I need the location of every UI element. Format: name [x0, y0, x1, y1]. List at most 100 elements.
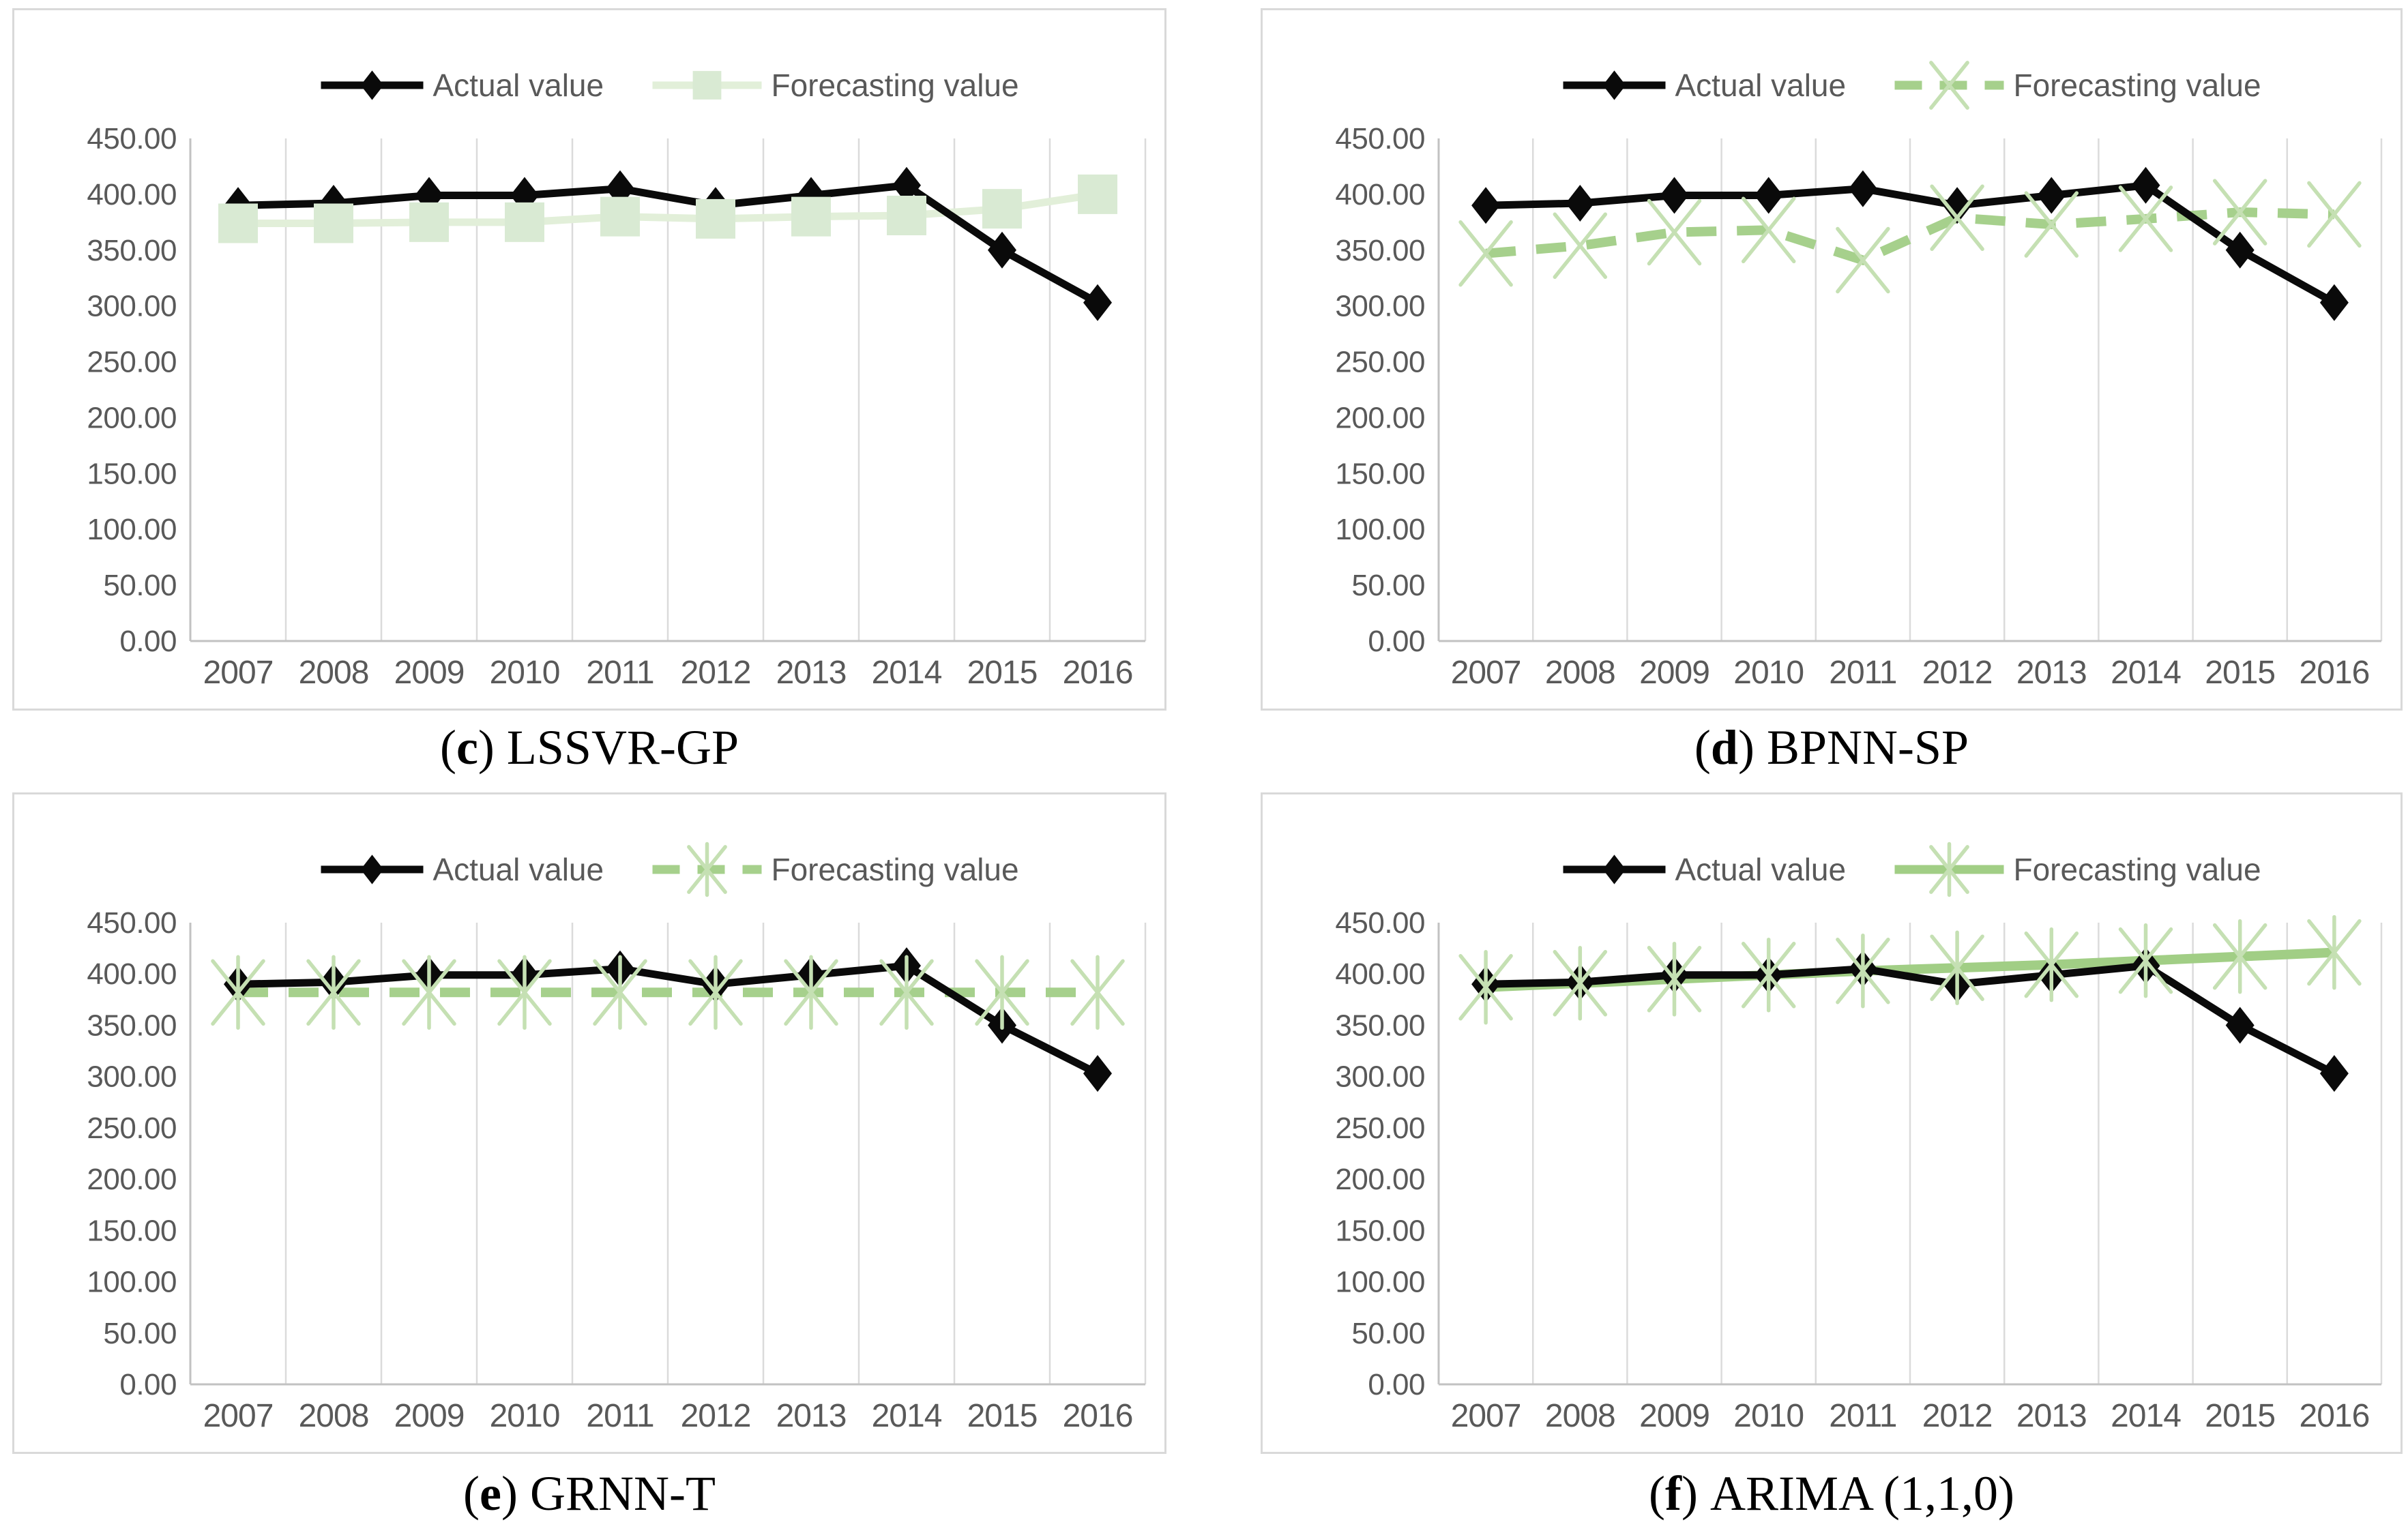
caption-title: ARIMA (1,1,0): [1709, 1466, 2014, 1521]
x-tick-label: 2011: [586, 1398, 654, 1434]
y-tick-label: 350.00: [1335, 1009, 1425, 1042]
series-forecasting-value: [238, 190, 1098, 227]
square-marker: [887, 196, 926, 236]
caption-close-paren: ): [1737, 720, 1754, 775]
square-marker: [218, 203, 258, 243]
legend-label-actual: Actual value: [1675, 68, 1847, 103]
y-tick-label: 350.00: [87, 1009, 177, 1042]
asterisk-marker: [306, 955, 361, 1030]
x-tick-label: 2008: [299, 1398, 369, 1434]
caption-d: (d) BPNN-SP: [1261, 713, 2403, 782]
asterisk-marker: [1929, 842, 1969, 897]
legend-item-forecasting-value: Forecasting value: [652, 68, 1019, 103]
asterisk-marker: [211, 955, 265, 1030]
legend-label-forecasting: Forecasting value: [2014, 852, 2261, 887]
square-marker: [692, 71, 722, 100]
x-tick-label: 2015: [2205, 1398, 2275, 1434]
x-axis-tick-labels: 2007 2008 2009 2010 2011 2012 2013 2014 2015 2016: [203, 1398, 1134, 1434]
x-tick-label: 2011: [1829, 1398, 1896, 1434]
x-tick-label: 2009: [1639, 655, 1709, 691]
x-tick-label: 2016: [1063, 1398, 1133, 1434]
x-axis-tick-labels: 2007 2008 2009 2010 2011 2012 2013 2014 2015 2016: [1451, 1398, 2370, 1434]
x-tick-label: 2012: [1922, 655, 1993, 691]
x-tick-label: 2013: [2016, 655, 2087, 691]
x-tick-label: 2015: [2205, 655, 2275, 691]
x-tick-label: 2011: [586, 655, 654, 691]
diamond-marker: [988, 231, 1016, 269]
y-axis-tick-labels: 450.00 400.00 350.00 300.00 250.00 200.00 150.…: [1335, 906, 1425, 1401]
forecasting-markers: [1458, 914, 2362, 1025]
square-marker: [696, 198, 735, 239]
x-marker: [1458, 220, 1513, 287]
x-marker: [1930, 184, 1984, 252]
asterisk-marker: [2024, 927, 2079, 1002]
legend-label-forecasting: Forecasting value: [2014, 68, 2261, 103]
y-tick-label: 200.00: [1335, 401, 1425, 434]
caption-close-paren: ): [1681, 1466, 1698, 1521]
y-tick-label: 150.00: [1335, 1214, 1425, 1247]
asterisk-marker: [497, 955, 552, 1030]
x-tick-label: 2014: [872, 1398, 942, 1434]
x-tick-label: 2015: [967, 1398, 1038, 1434]
legend: Actual value Forecasting value: [1563, 61, 2261, 110]
square-marker: [505, 202, 544, 242]
x-tick-label: 2008: [299, 655, 369, 691]
x-tick-label: 2007: [203, 1398, 274, 1434]
x-marker: [1741, 196, 1796, 264]
y-axis-tick-labels: 450.00 400.00 350.00 300.00 250.00 200.00 150.…: [87, 122, 177, 658]
x-marker: [1553, 212, 1608, 279]
y-tick-label: 100.00: [1335, 513, 1425, 546]
caption-e: (e) GRNN-T: [12, 1459, 1166, 1528]
line-chart-grnn-t: 450.00 400.00 350.00 300.00 250.00 200.00 150.…: [87, 842, 1147, 1434]
diamond-marker: [1602, 854, 1626, 884]
x-marker: [1929, 61, 1969, 110]
diamond-marker: [360, 854, 384, 884]
legend-label-forecasting: Forecasting value: [772, 852, 1019, 887]
y-tick-label: 200.00: [87, 1163, 177, 1196]
x-tick-label: 2007: [203, 655, 274, 691]
caption-close-paren: ): [478, 720, 495, 775]
actual-line: [237, 962, 1100, 1077]
chart-panel-d: 450.00 400.00 350.00 300.00 250.00 200.00 150.…: [1261, 8, 2403, 711]
asterisk-marker: [1836, 933, 1890, 1009]
diamond-marker: [1083, 284, 1112, 321]
square-marker: [314, 203, 353, 243]
actual-line: [237, 181, 1100, 306]
forecasting-markers: [1458, 179, 2362, 294]
chart-panel-f: 450.00 400.00 350.00 300.00 250.00 200.00 150.…: [1261, 792, 2403, 1454]
x-tick-label: 2012: [1922, 1398, 1993, 1434]
legend-label-actual: Actual value: [433, 68, 604, 103]
caption-letter: c: [456, 720, 478, 775]
x-tick-label: 2010: [1733, 655, 1804, 691]
x-tick-label: 2009: [1639, 1398, 1709, 1434]
x-marker: [2118, 185, 2173, 252]
x-marker: [2024, 191, 2079, 258]
diamond-marker: [360, 70, 384, 100]
caption-title: LSSVR-GP: [506, 720, 739, 775]
caption-open-paren: (: [1694, 720, 1711, 775]
x-tick-label: 2015: [967, 655, 1038, 691]
diamond-marker: [1471, 187, 1501, 224]
chart-panel-e: 450.00 400.00 350.00 300.00 250.00 200.00 150.…: [12, 792, 1166, 1454]
x-marker: [2212, 179, 2267, 245]
y-tick-label: 250.00: [1335, 1112, 1425, 1145]
y-tick-label: 250.00: [1335, 346, 1425, 379]
square-marker: [791, 196, 831, 237]
x-tick-label: 2013: [2016, 1398, 2087, 1434]
y-tick-label: 200.00: [1335, 1163, 1425, 1196]
x-tick-label: 2011: [1829, 655, 1896, 691]
diamond-marker: [2225, 231, 2255, 269]
caption-f: (f) ARIMA (1,1,0): [1261, 1459, 2403, 1528]
legend-item-actual-value: Actual value: [1563, 68, 1847, 103]
y-tick-label: 150.00: [87, 1214, 177, 1247]
forecasting-markers: [211, 955, 1125, 1030]
legend-item-forecasting-value: Forecasting value: [1894, 842, 2261, 897]
caption-letter: d: [1710, 720, 1738, 775]
y-tick-label: 50.00: [103, 1317, 177, 1350]
caption-open-paren: (: [1649, 1466, 1665, 1521]
line-chart-bpnn-sp: 450.00 400.00 350.00 300.00 250.00 200.00 150.…: [1335, 61, 2383, 691]
diamond-marker: [2225, 1007, 2255, 1044]
legend-label-forecasting: Forecasting value: [772, 68, 1019, 103]
y-tick-label: 150.00: [1335, 457, 1425, 490]
vertical-gridlines: [1437, 138, 2383, 641]
